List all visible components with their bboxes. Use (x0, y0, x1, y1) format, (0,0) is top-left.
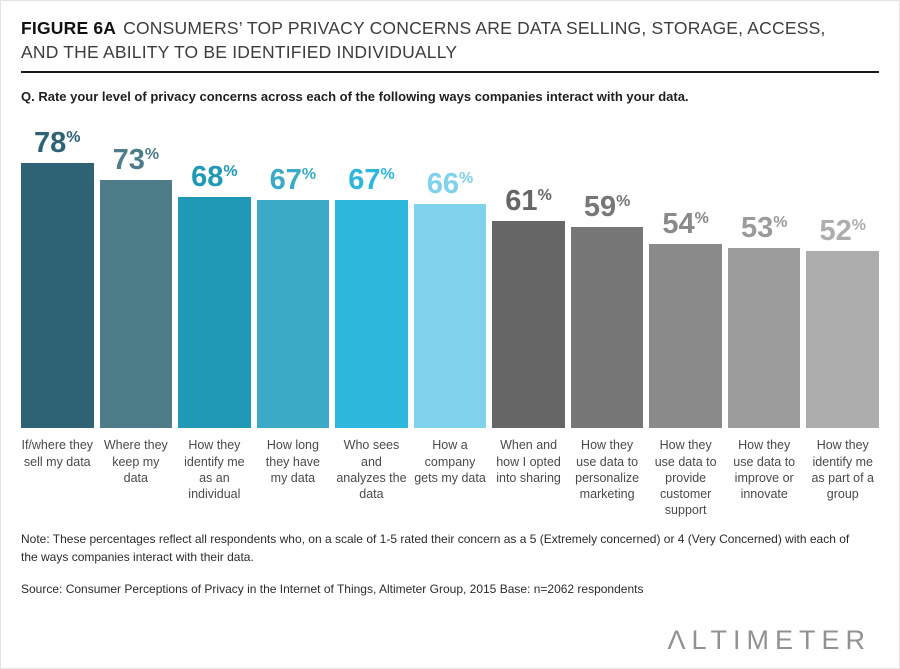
bar-column: 67% Who sees and analyzes the data (335, 114, 408, 529)
percent-sign: % (144, 146, 160, 164)
bar-category-label: Who sees and analyzes the data (336, 438, 407, 501)
bar-value-number: 67 (269, 164, 302, 197)
percent-sign: % (851, 217, 866, 235)
bar (178, 197, 251, 429)
percent-sign: % (537, 187, 552, 205)
bar-value-number: 59 (583, 191, 617, 224)
bar-plot-area: 68% (178, 114, 251, 429)
bar-value-number: 67 (348, 164, 381, 197)
bar-value-label: 73% (113, 146, 160, 175)
source-line: Source: Consumer Perceptions of Privacy … (21, 582, 644, 597)
bar-plot-area: 52% (806, 114, 880, 429)
bar-value-number: 73 (112, 144, 145, 177)
bar-plot-area: 61% (492, 114, 565, 429)
bar-plot-area: 78% (21, 114, 94, 429)
bar-value-label: 67% (348, 166, 395, 195)
bar-value-label: 78% (34, 129, 81, 158)
bar-value-label: 54% (662, 210, 709, 239)
bar-column: 52% How they identify me as part of a gro… (806, 114, 880, 529)
bar (649, 244, 722, 429)
percent-sign: % (301, 166, 317, 184)
altimeter-logo: ΛLTIMETER (667, 625, 871, 655)
bar-value-label: 66% (427, 170, 474, 199)
bar-value-number: 78 (34, 127, 67, 160)
bar-column: 68% How they identify me as an individual (178, 114, 251, 529)
figure-label: FIGURE 6A (21, 18, 117, 38)
percent-sign: % (694, 210, 709, 228)
bar-plot-area: 54% (649, 114, 722, 429)
bar-category-label: How long they have my data (265, 438, 321, 485)
bar-column: 54% How they use data to provide customer… (649, 114, 722, 529)
bar (492, 221, 565, 429)
survey-question: Q. Rate your level of privacy concerns a… (21, 89, 689, 105)
percent-sign: % (380, 166, 395, 184)
bar-value-label: 68% (191, 163, 238, 192)
bar-plot-area: 66% (413, 114, 487, 429)
figure-title-line2: AND THE ABILITY TO BE IDENTIFIED INDIVID… (21, 41, 458, 62)
bar-category-label: How a company gets my data (414, 438, 486, 485)
bar-value-number: 61 (505, 185, 538, 218)
bar (413, 204, 487, 429)
bar-category-label: When and how I opted into sharing (496, 438, 561, 485)
bar-column: 78% If/where they sell my data (21, 114, 94, 529)
bar-plot-area: 59% (570, 114, 644, 429)
bar (99, 180, 173, 429)
figure-title-line1: CONSUMERS’ TOP PRIVACY CONCERNS ARE DATA… (123, 18, 826, 38)
bar-plot-area: 67% (335, 114, 408, 429)
bar-category-label: Where they keep my data (103, 438, 168, 485)
bar-column: 53% How they use data to improve or innov… (727, 114, 801, 529)
bar-column: 73% Where they keep my data (99, 114, 173, 529)
bar (570, 227, 644, 429)
bar (21, 163, 94, 429)
bar (256, 200, 330, 429)
bar-plot-area: 73% (99, 114, 173, 429)
bar-category-label: If/where they sell my data (21, 438, 94, 469)
bar-plot-area: 53% (727, 114, 801, 429)
bar-column: 59% How they use data to personalize mark… (570, 114, 644, 529)
bar-value-number: 54 (662, 208, 695, 241)
bar-category-label: How they use data to provide customer su… (654, 438, 717, 518)
bar-category-label: How they use data to improve or innovate (733, 438, 796, 501)
bar (806, 251, 880, 429)
percent-sign: % (616, 193, 631, 211)
bar-chart: 78% If/where they sell my data 73% Where th… (21, 114, 880, 529)
bar-category-label: How they identify me as an individual (184, 438, 245, 501)
percent-sign: % (66, 129, 81, 147)
bar-value-label: 61% (505, 187, 552, 216)
header-divider (21, 71, 879, 74)
bar-value-number: 53 (740, 212, 774, 245)
percent-sign: % (223, 163, 238, 181)
bar-value-label: 59% (584, 193, 631, 222)
bar-value-number: 68 (191, 161, 224, 194)
bar-value-number: 66 (426, 168, 460, 201)
figure-header: FIGURE 6A CONSUMERS’ TOP PRIVACY CONCERNS… (21, 17, 879, 64)
bar-column: 67% How long they have my data (256, 114, 330, 529)
bar-value-label: 52% (819, 217, 866, 246)
bar-value-label: 67% (270, 166, 317, 195)
bar (727, 248, 801, 429)
bar-category-label: How they identify me as part of a group (811, 438, 875, 501)
bar-value-number: 52 (819, 215, 852, 248)
percent-sign: % (773, 214, 788, 232)
bar-value-label: 53% (741, 214, 788, 243)
bar-column: 66% How a company gets my data (413, 114, 487, 529)
bar-category-label: How they use data to personalize marketi… (575, 438, 640, 501)
chart-footnote: Note: These percentages reflect all resp… (21, 532, 850, 564)
bar (335, 200, 408, 429)
bar-plot-area: 67% (256, 114, 330, 429)
bar-column: 61% When and how I opted into sharing (492, 114, 565, 529)
percent-sign: % (459, 170, 474, 188)
